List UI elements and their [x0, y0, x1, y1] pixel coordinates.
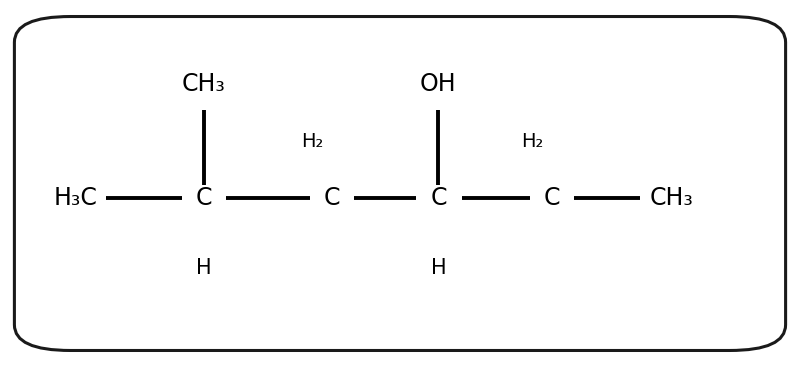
- Text: H: H: [196, 258, 212, 278]
- Text: H: H: [430, 258, 446, 278]
- Text: OH: OH: [420, 72, 457, 97]
- Text: CH₃: CH₃: [650, 186, 694, 210]
- Text: C: C: [430, 186, 446, 210]
- Text: C: C: [196, 186, 212, 210]
- Text: H₂: H₂: [301, 132, 323, 151]
- Text: H₂: H₂: [521, 132, 543, 151]
- Text: CH₃: CH₃: [182, 72, 226, 97]
- Text: C: C: [324, 186, 340, 210]
- Text: H₃C: H₃C: [54, 186, 98, 210]
- Text: C: C: [544, 186, 560, 210]
